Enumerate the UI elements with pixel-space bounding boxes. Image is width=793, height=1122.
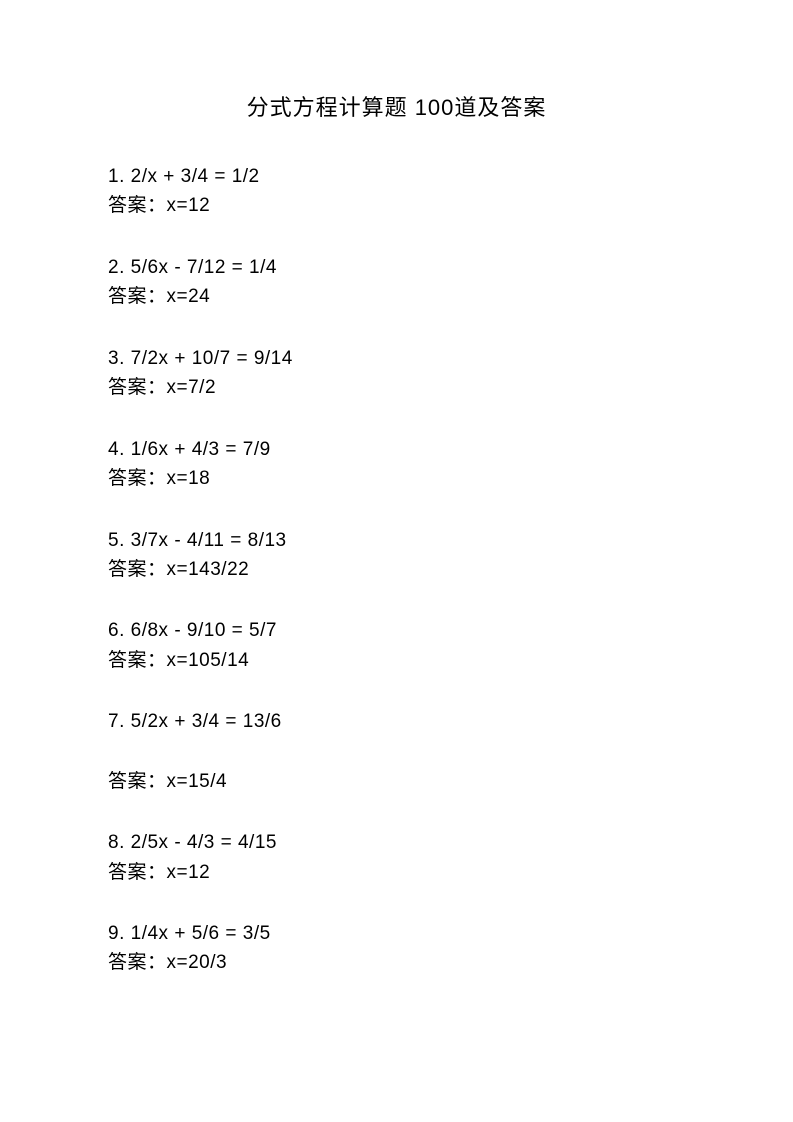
problem-block: 6. 6/8x - 9/10 = 5/7答案：x=105/14: [108, 616, 685, 675]
problem-equation: 7. 5/2x + 3/4 = 13/6: [108, 707, 685, 736]
problem-answer: 答案：x=105/14: [108, 646, 685, 675]
problem-answer: 答案：x=18: [108, 464, 685, 493]
problem-equation: 6. 6/8x - 9/10 = 5/7: [108, 616, 685, 645]
problem-equation: 4. 1/6x + 4/3 = 7/9: [108, 435, 685, 464]
problem-block: 9. 1/4x + 5/6 = 3/5答案：x=20/3: [108, 919, 685, 978]
problem-block: 4. 1/6x + 4/3 = 7/9答案：x=18: [108, 435, 685, 494]
problem-block: 8. 2/5x - 4/3 = 4/15答案：x=12: [108, 828, 685, 887]
problem-answer: 答案：x=143/22: [108, 555, 685, 584]
problem-equation: 5. 3/7x - 4/11 = 8/13: [108, 526, 685, 555]
problem-equation: 3. 7/2x + 10/7 = 9/14: [108, 344, 685, 373]
problem-answer: 答案：x=15/4: [108, 767, 685, 796]
document-page: 分式方程计算题 100道及答案 1. 2/x + 3/4 = 1/2答案：x=1…: [0, 0, 793, 1122]
problem-block: 5. 3/7x - 4/11 = 8/13答案：x=143/22: [108, 526, 685, 585]
problem-block: 7. 5/2x + 3/4 = 13/6 答案：x=15/4: [108, 707, 685, 796]
problem-equation: 2. 5/6x - 7/12 = 1/4: [108, 253, 685, 282]
problem-equation: 1. 2/x + 3/4 = 1/2: [108, 162, 685, 191]
problem-answer: 答案：x=24: [108, 282, 685, 311]
problems-list: 1. 2/x + 3/4 = 1/2答案：x=122. 5/6x - 7/12 …: [108, 162, 685, 978]
problem-answer: 答案：x=12: [108, 858, 685, 887]
problem-equation: 9. 1/4x + 5/6 = 3/5: [108, 919, 685, 948]
page-title: 分式方程计算题 100道及答案: [108, 90, 685, 122]
problem-block: 3. 7/2x + 10/7 = 9/14答案：x=7/2: [108, 344, 685, 403]
problem-answer: 答案：x=12: [108, 191, 685, 220]
problem-block: 2. 5/6x - 7/12 = 1/4答案：x=24: [108, 253, 685, 312]
problem-answer: 答案：x=7/2: [108, 373, 685, 402]
problem-equation: 8. 2/5x - 4/3 = 4/15: [108, 828, 685, 857]
problem-answer: 答案：x=20/3: [108, 948, 685, 977]
problem-block: 1. 2/x + 3/4 = 1/2答案：x=12: [108, 162, 685, 221]
